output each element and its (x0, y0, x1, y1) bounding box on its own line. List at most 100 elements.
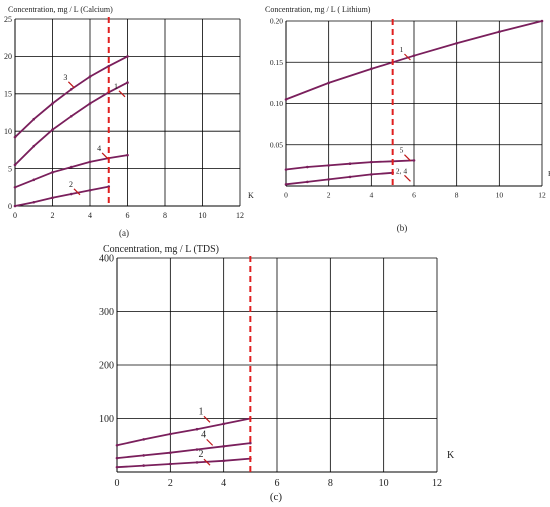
data-point (284, 98, 288, 101)
data-point (370, 160, 373, 164)
data-point (69, 165, 73, 169)
x-tick-label: 0 (13, 211, 17, 220)
data-point (88, 160, 92, 164)
data-point (88, 102, 92, 105)
x-tick-label: 4 (369, 191, 373, 200)
callout-pointer (73, 188, 81, 196)
data-point (370, 67, 373, 71)
y-tick-label: 0 (8, 202, 12, 211)
y-tick-label: 0.10 (270, 99, 283, 108)
chart-b: Concentration, mg / L ( Lithium) 0 2 4 6 8 10 1… (265, 5, 550, 233)
y-tick-label: 25 (4, 15, 12, 24)
series-line-3 (14, 185, 109, 207)
x-tick-label: 6 (275, 478, 280, 489)
data-point (327, 81, 330, 85)
data-point (498, 30, 501, 34)
data-point (88, 75, 92, 78)
x-tick-label: 10 (496, 191, 504, 200)
series-callout-label: 1 (114, 82, 118, 91)
x-tick-label: 12 (538, 191, 546, 200)
data-point (195, 461, 199, 464)
callout-pointer (67, 81, 75, 89)
callout-pointer (101, 152, 109, 160)
data-point (51, 196, 54, 200)
series-callout-label: 5 (400, 146, 404, 155)
series-callout-label: 2, 4 (396, 166, 408, 175)
x-tick-label: 4 (88, 211, 92, 220)
data-point (306, 180, 309, 184)
series-callout-label: 2 (199, 449, 204, 460)
data-point (32, 200, 36, 204)
callout-pointer (203, 415, 211, 423)
data-point (126, 55, 129, 58)
chart-caption: (a) (119, 228, 129, 238)
x-axis-label: K (447, 450, 455, 461)
y-tick-label: 15 (4, 90, 12, 99)
series-line-1 (116, 442, 251, 459)
data-point (540, 19, 544, 23)
y-tick-label: 5 (8, 164, 12, 173)
series-line-0 (116, 417, 251, 447)
y-tick-label: 0.20 (270, 17, 283, 26)
series-line-2 (116, 457, 251, 469)
x-tick-label: 0 (115, 478, 120, 489)
data-point (327, 164, 330, 167)
chart-title: Concentration, mg / L ( Lithium) (265, 5, 371, 14)
x-tick-label: 4 (221, 478, 226, 489)
data-point (169, 432, 172, 436)
data-point (69, 192, 73, 196)
data-point (115, 465, 119, 469)
y-tick-label: 10 (4, 127, 12, 136)
data-point (142, 438, 145, 441)
data-point (306, 165, 309, 169)
data-point (249, 441, 252, 445)
y-tick-label: 300 (99, 307, 114, 318)
data-point (348, 162, 352, 166)
x-tick-label: 10 (379, 478, 389, 489)
callout-pointer (206, 438, 214, 446)
data-point (51, 128, 54, 132)
x-axis-label: K (248, 191, 254, 200)
x-tick-label: 2 (51, 211, 55, 220)
data-point (169, 462, 172, 466)
data-point (32, 117, 36, 121)
x-tick-label: 6 (126, 211, 130, 220)
data-point (142, 464, 145, 467)
series-line-0 (14, 55, 128, 138)
x-tick-label: 0 (284, 191, 288, 200)
series-callout-label: 1 (400, 45, 404, 54)
data-point (370, 173, 373, 176)
data-point (13, 163, 17, 167)
data-point (13, 186, 17, 189)
series-callout-label: 2 (69, 180, 73, 189)
x-tick-label: 12 (432, 478, 442, 489)
data-point (169, 451, 172, 455)
data-point (51, 171, 54, 174)
data-point (51, 102, 54, 105)
series-line-0 (285, 20, 543, 101)
x-tick-label: 2 (168, 478, 173, 489)
data-point (222, 459, 225, 463)
chart-caption: (b) (397, 223, 408, 233)
y-tick-label: 0.05 (270, 140, 283, 149)
series-callout-label: 3 (63, 73, 67, 82)
data-point (32, 178, 36, 182)
chart-title: Concentration, mg / L (TDS) (103, 244, 219, 255)
x-tick-label: 6 (412, 191, 416, 200)
data-point (412, 54, 416, 57)
data-point (348, 175, 352, 179)
chart-title: Concentration, mg / L (Calcium) (8, 5, 113, 14)
series-callout-label: 4 (201, 429, 206, 440)
y-tick-label: 200 (99, 361, 114, 372)
callout-pointer (404, 174, 411, 182)
data-point (13, 204, 17, 208)
data-point (222, 422, 225, 426)
data-point (69, 114, 73, 118)
callout-pointer (404, 154, 411, 162)
x-tick-label: 8 (455, 191, 459, 200)
y-tick-label: 0.15 (270, 58, 283, 67)
y-tick-label: 20 (4, 52, 12, 61)
callout-pointer (118, 90, 126, 98)
data-point (32, 144, 36, 148)
